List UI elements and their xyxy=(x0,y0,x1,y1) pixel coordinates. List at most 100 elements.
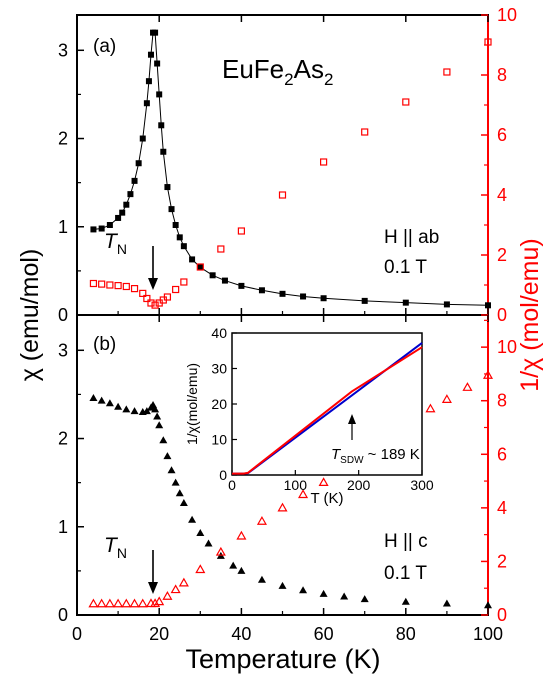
chi-point-b xyxy=(122,405,131,413)
inset-y-tick-label: 0 xyxy=(219,467,227,483)
left-tick-label-a: 1 xyxy=(58,217,68,237)
inv-chi-point-b xyxy=(441,394,452,403)
right-tick-label-a: 10 xyxy=(497,5,517,25)
inset-x-tick-label: 200 xyxy=(347,477,371,493)
chi-point-a xyxy=(106,222,113,228)
chi-point-b xyxy=(97,396,106,404)
chi-point-a xyxy=(143,100,150,107)
x-axis-title: Temperature (K) xyxy=(185,644,380,674)
chi-point-b xyxy=(130,407,139,415)
chi-point-b xyxy=(142,407,151,415)
chi-point-b xyxy=(229,561,238,569)
chi-point-a xyxy=(300,293,307,300)
panel-a-field: 0.1 T xyxy=(384,257,427,278)
chi-point-a xyxy=(115,214,122,221)
inv-chi-point-a xyxy=(122,282,130,291)
panel-b-tn-arrow xyxy=(148,550,158,594)
compound-title: EuFe2As2 xyxy=(222,54,333,89)
chi-point-a xyxy=(172,222,179,228)
inv-chi-point-a xyxy=(143,294,151,303)
chi-point-b xyxy=(319,589,328,597)
right-tick-label-a: 8 xyxy=(497,65,507,85)
inv-chi-point-b xyxy=(170,584,181,594)
inv-chi-point-a xyxy=(278,191,287,199)
inv-chi-point-a xyxy=(172,285,180,294)
right-tick-label-b: 10 xyxy=(497,337,517,357)
inv-chi-point-a xyxy=(98,280,106,288)
inv-chi-point-a xyxy=(114,282,122,290)
inv-chi-point-a xyxy=(217,245,225,253)
inset-x-tick-label: 0 xyxy=(228,477,236,493)
chi-point-a xyxy=(131,177,138,184)
inv-chi-point-a xyxy=(237,227,245,235)
inv-chi-point-b xyxy=(215,546,226,556)
chi-point-a xyxy=(90,226,97,233)
right-tick-label-b: 0 xyxy=(497,605,507,625)
inv-chi-point-b xyxy=(150,598,161,608)
inset-x-axis-title: T (K) xyxy=(310,490,343,507)
left-tick-label-b: 3 xyxy=(58,340,68,360)
chi-point-a xyxy=(160,148,167,155)
chi-point-b xyxy=(484,601,492,609)
inv-chi-point-a xyxy=(151,301,159,309)
chi-point-a xyxy=(119,209,126,216)
inv-chi-point-b xyxy=(318,477,329,487)
chi-point-a xyxy=(189,256,196,263)
right-tick-label-a: 0 xyxy=(497,305,507,325)
chi-point-a xyxy=(156,91,163,98)
panel-a-label: (a) xyxy=(93,36,116,57)
inv-chi-point-a xyxy=(361,128,369,136)
chi-point-a xyxy=(197,264,204,271)
chi-point-a xyxy=(238,282,245,289)
chi-point-a xyxy=(98,225,105,232)
inv-chi-point-b xyxy=(137,598,148,608)
x-tick-label: 60 xyxy=(314,624,334,644)
inv-chi-point-b xyxy=(162,591,173,600)
chi-point-b xyxy=(175,489,184,497)
x-tick-label: 40 xyxy=(231,624,251,644)
x-tick-label: 100 xyxy=(473,624,503,644)
chi-point-a xyxy=(139,135,146,142)
chi-point-a xyxy=(180,243,187,250)
chi-point-a xyxy=(164,184,171,191)
chi-point-b xyxy=(151,405,160,413)
chi-point-a xyxy=(361,297,368,304)
inv-chi-point-a xyxy=(147,299,155,307)
inv-chi-point-b xyxy=(154,596,165,606)
panel-b-tn-label: TN xyxy=(104,534,127,561)
chi-point-a xyxy=(485,302,491,309)
panel-b-label: (b) xyxy=(93,334,116,355)
chi-point-b xyxy=(340,592,349,600)
chi-point-b xyxy=(442,599,451,607)
chi-point-a xyxy=(135,160,142,167)
inset-x-tick-label: 300 xyxy=(410,477,434,493)
panel-a-tn-label: TN xyxy=(104,230,127,257)
inv-chi-point-b xyxy=(482,370,494,379)
chi-point-b xyxy=(299,586,308,594)
left-axis-title: χ (emu/mol) xyxy=(16,249,44,382)
chi-point-a xyxy=(320,295,327,302)
right-tick-label-a: 6 xyxy=(497,125,507,145)
inv-chi-point-b xyxy=(277,502,288,512)
inv-chi-point-b xyxy=(178,577,189,587)
inv-chi-point-a xyxy=(443,68,451,76)
chi-point-b xyxy=(196,528,205,536)
chi-point-b xyxy=(188,515,197,523)
inv-chi-point-b xyxy=(121,598,132,608)
inv-chi-point-b xyxy=(425,403,436,413)
inset-series-line-red xyxy=(232,346,423,475)
chi-point-b xyxy=(401,597,410,605)
inv-chi-point-a xyxy=(106,281,114,289)
chi-point-b xyxy=(179,498,188,506)
chi-point-a xyxy=(154,60,161,67)
inv-chi-point-a xyxy=(484,38,492,46)
inset-y-tick-label: 30 xyxy=(211,361,227,377)
x-tick-label: 80 xyxy=(396,624,416,644)
right-tick-label-b: 2 xyxy=(497,551,507,571)
chi-point-b xyxy=(89,393,98,401)
left-tick-label-b: 2 xyxy=(58,429,68,449)
inset-y-tick-label: 20 xyxy=(211,396,227,412)
chi-point-a xyxy=(279,290,286,297)
chi-point-b xyxy=(153,412,162,420)
